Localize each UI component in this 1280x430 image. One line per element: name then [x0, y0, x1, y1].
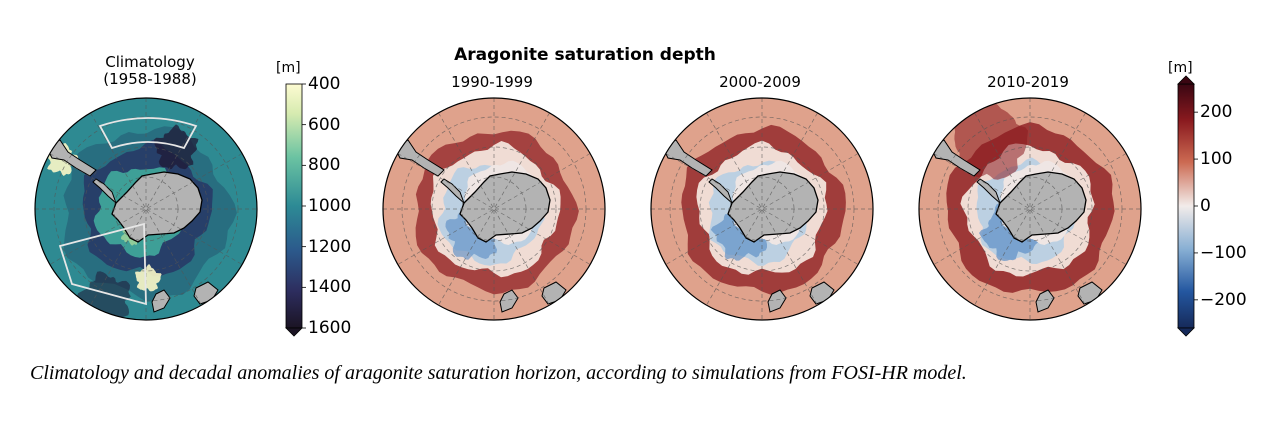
south-america-landmass	[393, 139, 445, 177]
graticule	[383, 98, 605, 320]
antarctic-peninsula	[708, 178, 733, 204]
map-field	[383, 98, 605, 320]
map-boundary	[34, 97, 258, 321]
meridian-line	[397, 153, 591, 265]
antarctic-peninsula	[92, 178, 117, 204]
meridian-line	[90, 112, 202, 306]
meridian-line	[706, 112, 818, 306]
antarctic-peninsula	[440, 178, 465, 204]
colorbar-climatology-unit: [m]	[276, 60, 301, 76]
map-field	[35, 98, 257, 320]
latitude-circle	[699, 146, 825, 272]
latitude-circle	[967, 146, 1093, 272]
meridian-line	[933, 153, 1127, 265]
meridian-line	[974, 112, 1086, 306]
graticule	[919, 98, 1141, 320]
meridian-line	[49, 153, 243, 265]
south-america-landmass	[45, 139, 97, 177]
panel-title-climatology-line1: Climatology	[105, 53, 195, 71]
latitude-circle	[431, 146, 557, 272]
map-climatology	[34, 97, 258, 321]
meridian-line	[706, 112, 818, 306]
meridian-line	[665, 153, 859, 265]
map-field	[919, 98, 1141, 320]
colorbar-tick-label: 0	[1200, 196, 1211, 216]
panel-title-1990s: 1990-1999	[451, 73, 533, 91]
map-boundary	[918, 97, 1142, 321]
meridian-line	[438, 112, 550, 306]
map-field	[651, 98, 873, 320]
region-box-atlantic	[98, 117, 198, 150]
map-anomaly-1990-1999	[382, 97, 606, 321]
colorbar-anomaly	[1177, 75, 1198, 337]
colorbar-tick-label: 200	[1200, 102, 1233, 123]
south-america-landmass	[929, 139, 981, 177]
colorbar-climatology	[285, 83, 306, 337]
positive-anomaly-patch	[954, 102, 1028, 180]
colorbar-tick-label: 1600	[308, 318, 352, 338]
panel-title-2000s: 2000-2009	[719, 73, 801, 91]
figure-title: Aragonite saturation depth	[454, 45, 716, 65]
south-america-landmass	[661, 139, 713, 177]
colorbar-extend-bottom	[285, 327, 303, 337]
graticule	[651, 98, 873, 320]
map-boundary	[650, 97, 874, 321]
colorbar-tick-label: 1200	[308, 236, 352, 257]
map-boundary	[382, 97, 606, 321]
meridian-line	[665, 153, 859, 265]
colorbar-tick-label: 100	[1200, 149, 1233, 170]
colorbar-anomaly-unit: [m]	[1168, 60, 1193, 76]
figure-caption: Climatology and decadal anomalies of ara…	[30, 362, 967, 384]
meridian-line	[49, 153, 243, 265]
deep-patch	[154, 124, 199, 170]
colorbar-tick-label: 1000	[308, 196, 352, 216]
colorbar-gradient	[285, 83, 303, 329]
colorbar-gradient	[1177, 83, 1195, 329]
meridian-line	[397, 153, 591, 265]
region-box-pacific	[58, 222, 147, 306]
colorbar-tick-label: −200	[1200, 289, 1247, 310]
map-anomaly-2000-2009	[650, 97, 874, 321]
antarctic-peninsula	[976, 178, 1001, 204]
meridian-line	[90, 112, 202, 306]
meridian-line	[974, 112, 1086, 306]
colorbar-tick-label: 800	[308, 155, 341, 176]
tasmania-landmass	[767, 289, 787, 313]
colorbar-extend-top	[1177, 75, 1195, 85]
tasmania-landmass	[1035, 289, 1055, 313]
map-anomaly-2010-2019	[918, 97, 1142, 321]
graticule	[35, 98, 257, 320]
meridian-line	[933, 153, 1127, 265]
panel-title-climatology-line2: (1958-1988)	[103, 70, 197, 88]
colorbar-tick-label: 1400	[308, 277, 352, 298]
tasmania-landmass	[151, 289, 171, 313]
panel-title-2010s: 2010-2019	[987, 73, 1069, 91]
colorbar-tick-label: 600	[308, 114, 341, 135]
colorbar-extend-bottom	[1177, 327, 1195, 337]
panel-title-climatology: Climatology (1958-1988)	[70, 54, 230, 88]
colorbar-tick-label: 400	[308, 74, 341, 94]
latitude-circle	[83, 146, 209, 272]
meridian-line	[438, 112, 550, 306]
tasmania-landmass	[499, 289, 519, 313]
colorbar-tick-label: −100	[1200, 242, 1247, 263]
region-boxes	[58, 117, 198, 306]
